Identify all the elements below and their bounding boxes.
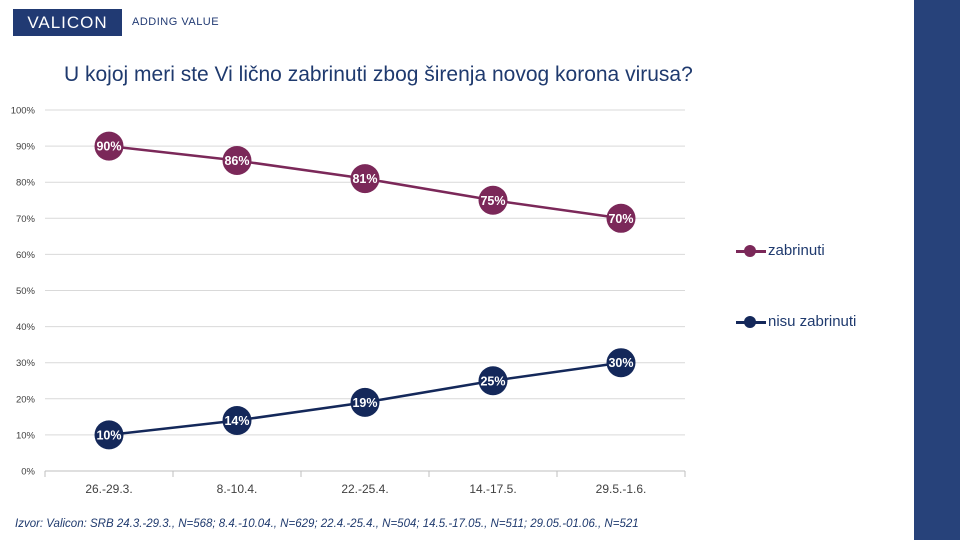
y-tick-label: 30% [16,358,36,369]
data-point [350,387,380,417]
x-tick-label: 14.-17.5. [469,482,516,496]
y-tick-label: 40% [16,322,36,333]
data-point [478,366,508,396]
y-tick-label: 50% [16,286,36,297]
data-label: 19% [352,396,377,410]
data-point [222,405,252,435]
data-point [94,131,124,161]
valicon-logo: VALICON [13,9,122,36]
x-tick-label: 8.-10.4. [217,482,258,496]
legend-item-nisu-zabrinuti: nisu zabrinuti [736,313,856,330]
y-tick-label: 60% [16,250,36,261]
source-note: Izvor: Valicon: SRB 24.3.-29.3., N=568; … [15,518,639,530]
data-point [350,164,380,194]
logo-text: VALICON [27,12,108,32]
legend-swatch-zabrinuti [736,244,766,258]
y-tick-label: 80% [16,178,36,189]
data-label: 70% [608,212,633,226]
y-tick-label: 70% [16,214,36,225]
data-label: 81% [352,172,377,186]
data-point [606,348,636,378]
y-tick-label: 0% [21,467,35,478]
y-tick-label: 10% [16,430,36,441]
legend-label-nisu-zabrinuti: nisu zabrinuti [768,313,857,330]
data-label: 10% [96,428,121,442]
x-tick-label: 29.5.-1.6. [596,482,647,496]
y-tick-label: 20% [16,394,36,405]
data-point [94,420,124,450]
data-point [222,146,252,176]
legend-swatch-nisu-zabrinuti [736,315,766,329]
data-point [478,185,508,215]
x-tick-label: 22.-25.4. [341,482,388,496]
data-label: 25% [480,374,505,388]
data-label: 86% [224,154,249,168]
chart-title: U kojoj meri ste Vi lično zabrinuti zbog… [64,63,693,86]
legend-item-zabrinuti: zabrinuti [736,242,825,259]
data-label: 75% [480,194,505,208]
data-point [606,203,636,233]
side-accent-bar [914,0,960,540]
y-tick-label: 90% [16,142,36,153]
legend-label-zabrinuti: zabrinuti [768,242,825,259]
y-tick-label: 100% [11,106,36,117]
x-tick-label: 26.-29.3. [85,482,132,496]
data-label: 90% [96,140,121,154]
data-label: 14% [224,414,249,428]
tagline: ADDING VALUE [132,16,220,28]
data-label: 30% [608,356,633,370]
